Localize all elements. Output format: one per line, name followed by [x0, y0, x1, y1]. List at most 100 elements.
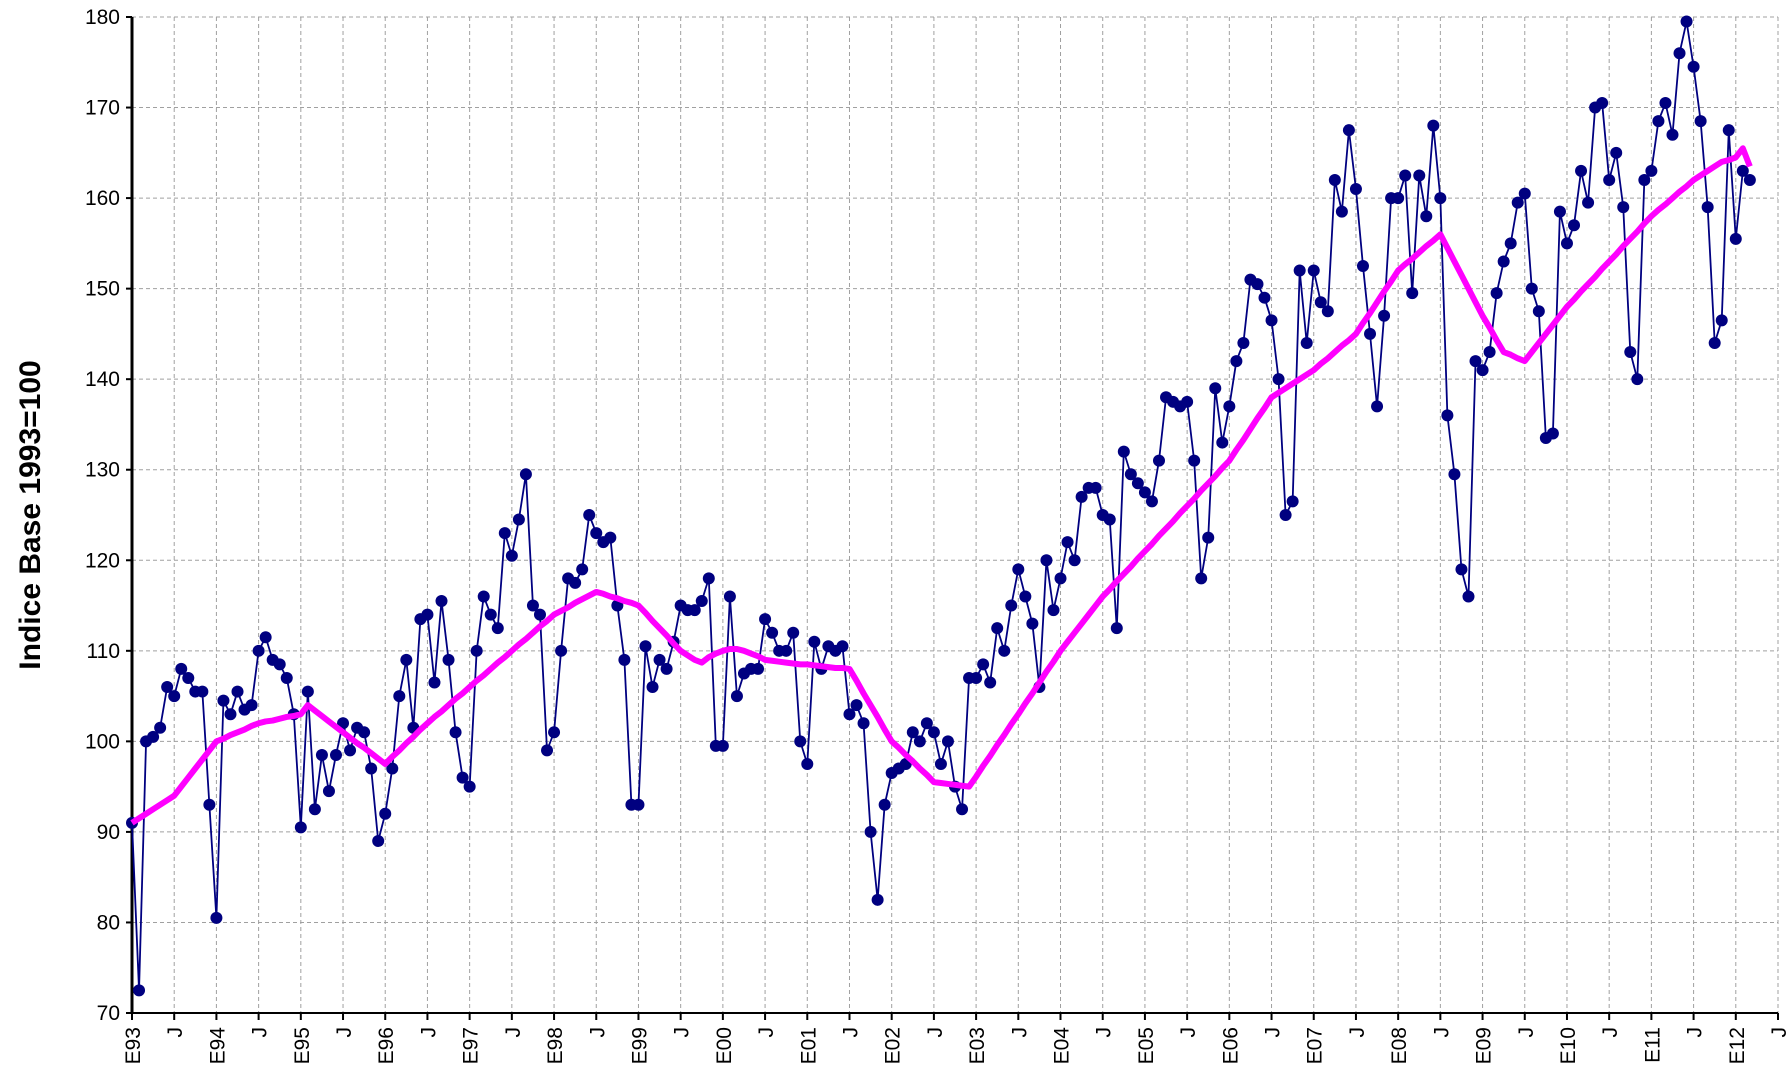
data-point: [1504, 237, 1517, 250]
data-point: [1103, 513, 1116, 526]
data-point: [1406, 287, 1419, 300]
data-point: [379, 807, 392, 820]
data-point: [991, 622, 1004, 635]
y-tick-label: 140: [85, 368, 120, 391]
data-point: [491, 622, 504, 635]
data-point: [1026, 617, 1039, 630]
data-point: [231, 685, 244, 698]
x-tick-label: E00: [713, 1027, 736, 1064]
data-point: [864, 825, 877, 838]
data-point: [1638, 173, 1651, 186]
data-point: [1708, 336, 1721, 349]
x-tick-label: E06: [1219, 1027, 1242, 1064]
data-point: [1582, 196, 1595, 209]
data-point: [1631, 373, 1644, 386]
x-tick-label: E96: [375, 1027, 398, 1064]
data-point: [484, 608, 497, 621]
data-point: [660, 662, 673, 675]
data-point: [1089, 481, 1102, 494]
data-point: [498, 527, 511, 540]
data-point: [308, 803, 321, 816]
data-point: [1047, 604, 1060, 617]
data-point: [569, 576, 582, 589]
data-point: [1195, 572, 1208, 585]
data-point: [1645, 164, 1658, 177]
data-point: [927, 726, 940, 739]
data-point: [505, 549, 518, 562]
data-point: [730, 690, 743, 703]
data-point: [1525, 282, 1538, 295]
y-tick-label: 90: [97, 821, 120, 844]
data-point: [618, 653, 631, 666]
data-point: [1040, 554, 1053, 567]
x-tick-label: E09: [1473, 1027, 1496, 1064]
data-point: [1364, 327, 1377, 340]
data-point: [1138, 486, 1151, 499]
data-point: [358, 726, 371, 739]
data-point: [1145, 495, 1158, 508]
x-tick-label: E05: [1135, 1027, 1158, 1064]
data-point: [787, 626, 800, 639]
data-point: [421, 608, 434, 621]
x-tick-label: J: [333, 1027, 356, 1038]
data-point: [477, 590, 490, 603]
data-point: [857, 717, 870, 730]
data-point: [843, 708, 856, 721]
data-point: [435, 595, 448, 608]
data-point: [1251, 278, 1264, 291]
data-point: [329, 748, 342, 761]
data-point: [393, 690, 406, 703]
x-tick-label: J: [1430, 1027, 1453, 1038]
data-point: [1490, 287, 1503, 300]
x-tick-label: J: [1599, 1027, 1622, 1038]
data-point: [548, 726, 561, 739]
data-point: [1349, 183, 1362, 196]
x-tick-label: J: [1177, 1027, 1200, 1038]
data-point: [1068, 554, 1081, 567]
data-point: [541, 744, 554, 757]
x-tick-label: J: [249, 1027, 272, 1038]
data-point: [759, 613, 772, 626]
data-point: [1652, 115, 1665, 128]
data-point: [956, 803, 969, 816]
data-point: [1202, 531, 1215, 544]
x-tick-label: E97: [460, 1027, 483, 1064]
data-point: [583, 509, 596, 521]
data-point: [1061, 536, 1074, 549]
data-point: [372, 834, 385, 847]
data-point: [702, 572, 715, 585]
data-point: [280, 671, 293, 684]
data-point: [906, 726, 919, 739]
data-point: [217, 694, 230, 707]
data-point: [1448, 468, 1461, 481]
data-point: [1610, 146, 1623, 159]
data-point: [1230, 355, 1243, 368]
y-tick-label: 170: [85, 97, 120, 120]
data-point: [871, 893, 884, 906]
data-point: [1743, 173, 1756, 186]
data-point: [1307, 264, 1320, 277]
x-tick-label: J: [1262, 1027, 1285, 1038]
data-point: [470, 644, 483, 657]
data-point: [970, 671, 983, 684]
data-point: [133, 984, 146, 997]
x-tick-label: J: [502, 1027, 525, 1038]
data-point: [1019, 590, 1032, 603]
data-point: [1624, 346, 1637, 359]
data-point: [1075, 490, 1088, 503]
data-point: [984, 676, 997, 689]
data-point: [1687, 60, 1700, 73]
data-point: [428, 676, 441, 689]
x-tick-label: J: [164, 1027, 187, 1038]
data-point: [1701, 201, 1714, 214]
data-point: [1286, 495, 1299, 508]
data-point: [449, 726, 462, 739]
data-point: [1188, 454, 1201, 467]
x-tick-label: E01: [797, 1027, 820, 1064]
data-point: [301, 685, 314, 698]
data-point: [1729, 232, 1742, 245]
data-point: [533, 608, 546, 621]
data-point: [794, 735, 807, 748]
data-point: [400, 653, 413, 666]
x-tick-label: E12: [1726, 1027, 1749, 1064]
